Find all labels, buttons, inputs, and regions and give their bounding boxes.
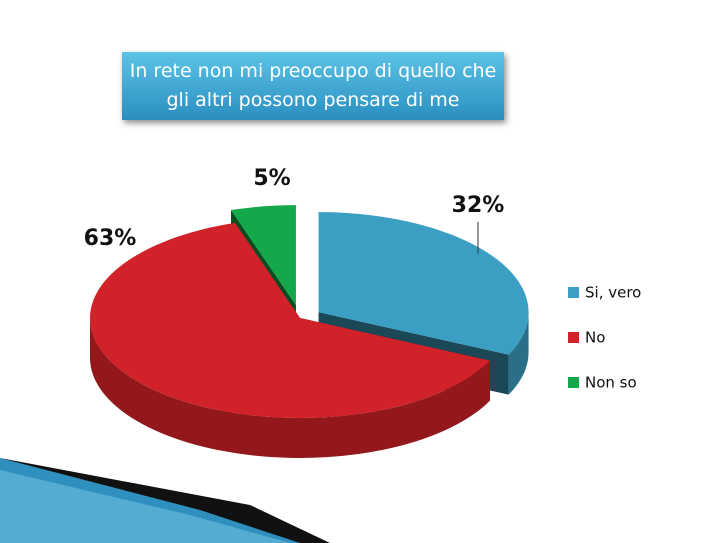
pie-slice — [318, 212, 529, 355]
data-label: 5% — [253, 166, 290, 191]
decoration — [0, 458, 330, 543]
legend-label: No — [585, 329, 605, 347]
chart-title: In rete non mi preoccupo di quello che g… — [122, 52, 504, 120]
legend-swatch — [568, 377, 579, 388]
legend-label: Non so — [585, 374, 637, 392]
legend-label: Si, vero — [585, 284, 641, 302]
legend-swatch — [568, 287, 579, 298]
decoration — [0, 470, 290, 543]
pie-slice — [90, 222, 491, 419]
pie-slice — [231, 205, 296, 306]
data-label: 63% — [84, 226, 137, 251]
slice-side — [90, 318, 491, 458]
data-label: 32% — [452, 193, 505, 218]
legend-swatch — [568, 332, 579, 343]
slice-side — [508, 312, 529, 395]
